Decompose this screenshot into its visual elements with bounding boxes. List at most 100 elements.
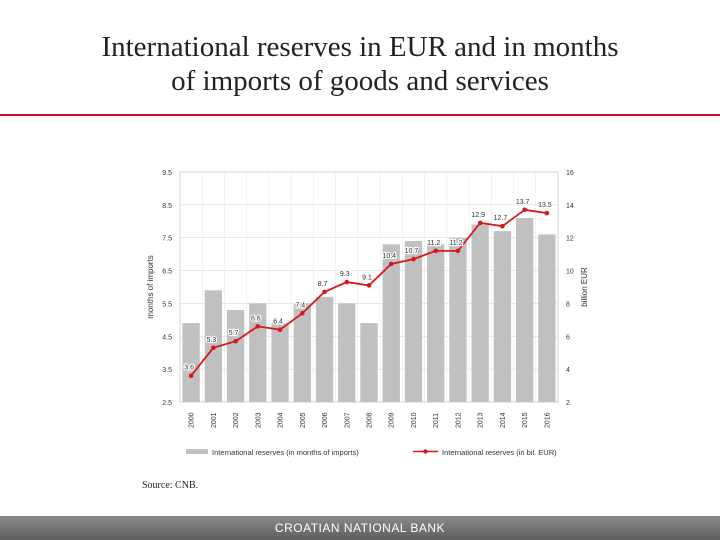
x-tick-2010: 2010	[411, 412, 418, 428]
x-tick-2007: 2007	[344, 412, 351, 428]
left-axis-label: months of imports	[146, 255, 155, 319]
line-point-2007	[344, 279, 350, 285]
line-point-2014	[500, 223, 505, 229]
bar-2000	[182, 323, 200, 402]
line-point-2015	[522, 207, 527, 213]
line-point-2003	[255, 324, 261, 329]
right-tick-label: 10	[566, 269, 574, 276]
left-tick-label: 7.5	[162, 236, 172, 243]
x-tick-2006: 2006	[322, 412, 329, 428]
legend-line-label: International reserves (in bil. EUR)	[442, 448, 557, 457]
data-label-2005: 7.4	[295, 302, 305, 309]
line-point-2010	[411, 256, 416, 262]
left-tick-label: 5.5	[162, 301, 172, 308]
right-axis-ticks: 16 14 12 10 8 6 4 2	[566, 170, 574, 407]
left-tick-label: 4.5	[162, 334, 172, 341]
x-axis-ticks: 2000 2001 2002 2003 2004 2005 2006 2007 2008 2009…	[189, 412, 552, 428]
line-point-2006	[322, 289, 327, 295]
footer-bar: CROATIAN NATIONAL BANK	[0, 516, 720, 540]
bar-2005	[293, 303, 311, 402]
data-label-2000: 3.6	[184, 365, 194, 372]
data-label-2003: 6.6	[251, 315, 261, 322]
bar-series	[182, 218, 556, 402]
legend-bar-swatch	[186, 449, 208, 454]
reserves-chart: 9.5 8.5 7.5 6.5 5.5 4.5 3.5 2.5 16 14 12 10 8 6 4 2 mo…	[146, 170, 589, 457]
line-point-2005	[299, 310, 305, 316]
data-label-2004: 6.4	[273, 319, 283, 326]
data-label-2016: 13.5	[538, 202, 552, 209]
left-tick-label: 9.5	[162, 170, 172, 177]
bar-2007	[338, 303, 356, 402]
slide-title: International reserves in EUR and in mon…	[0, 30, 720, 98]
data-label-2015: 13.7	[516, 199, 530, 206]
line-point-2009	[388, 261, 394, 267]
right-tick-label: 8	[566, 301, 570, 308]
right-tick-label: 4	[566, 367, 570, 374]
legend-line-marker	[423, 449, 428, 454]
data-label-2008: 9.1	[362, 274, 372, 281]
x-tick-2002: 2002	[233, 412, 240, 428]
x-tick-2016: 2016	[544, 412, 551, 428]
right-tick-label: 14	[566, 203, 574, 210]
title-divider	[0, 114, 720, 116]
line-point-2013	[477, 220, 483, 226]
bar-2012	[449, 237, 467, 402]
x-tick-2013: 2013	[478, 412, 485, 428]
bar-2004	[271, 323, 289, 402]
right-tick-label: 16	[566, 170, 574, 177]
legend: International reserves (in months of imp…	[186, 448, 557, 457]
bar-2003	[249, 303, 267, 402]
bar-2008	[360, 323, 378, 402]
right-axis-label: billion EUR	[580, 267, 589, 307]
footer-text: CROATIAN NATIONAL BANK	[274, 521, 446, 535]
line-point-2000	[188, 373, 194, 379]
x-tick-2003: 2003	[255, 412, 262, 428]
data-label-2006: 8.7	[318, 281, 328, 288]
x-tick-2004: 2004	[278, 412, 285, 428]
data-label-2010: 10.7	[405, 248, 419, 255]
x-tick-2001: 2001	[211, 412, 218, 428]
left-tick-label: 3.5	[162, 367, 172, 374]
left-tick-label: 6.5	[162, 269, 172, 276]
x-tick-2011: 2011	[433, 413, 440, 428]
bar-2010	[404, 241, 423, 402]
right-tick-label: 12	[566, 236, 574, 243]
x-tick-2012: 2012	[455, 412, 462, 428]
line-point-2008	[366, 283, 372, 288]
left-axis-ticks: 9.5 8.5 7.5 6.5 5.5 4.5 3.5 2.5	[162, 170, 172, 407]
line-point-2012	[455, 248, 461, 254]
line-point-2016	[544, 210, 550, 216]
bar-2014	[493, 231, 512, 402]
bar-2013	[471, 224, 489, 402]
legend-bar-label: International reserves (in months of imp…	[212, 448, 359, 457]
line-point-2002	[233, 338, 238, 344]
data-label-2009: 10.4	[382, 253, 396, 260]
line-point-2011	[433, 248, 439, 254]
title-line-2: of imports of goods and services	[171, 65, 549, 97]
line-series	[188, 207, 550, 379]
bar-2011	[427, 244, 445, 402]
bar-2002	[226, 310, 245, 402]
data-label-2014: 12.7	[494, 215, 508, 222]
line-data-labels: 3.6 5.3 5.7 6.6 6.4 7.4 8.7 9.3 9.1 10.4 10.7 11.2 1…	[183, 198, 553, 373]
title-line-1: International reserves in EUR and in mon…	[101, 31, 619, 63]
data-label-2012: 11.2	[449, 240, 462, 247]
bar-2016	[538, 234, 556, 402]
x-tick-2009: 2009	[389, 412, 396, 428]
right-tick-label: 6	[566, 334, 570, 341]
data-label-2002: 5.7	[229, 330, 239, 337]
bar-2006	[315, 296, 334, 402]
x-tick-2015: 2015	[522, 412, 529, 428]
bar-2015	[515, 218, 534, 402]
x-tick-2008: 2008	[367, 412, 374, 428]
left-tick-label: 8.5	[162, 203, 172, 210]
data-label-2001: 5.3	[206, 337, 216, 344]
x-tick-2005: 2005	[300, 412, 307, 428]
source-note: Source: CNB.	[142, 480, 199, 491]
x-tick-2000: 2000	[189, 412, 196, 428]
line-point-2004	[277, 327, 283, 333]
line-point-2001	[211, 345, 216, 351]
data-label-2011: 11.2	[427, 240, 440, 247]
data-label-2013: 12.9	[471, 212, 485, 219]
left-tick-label: 2.5	[162, 400, 172, 407]
